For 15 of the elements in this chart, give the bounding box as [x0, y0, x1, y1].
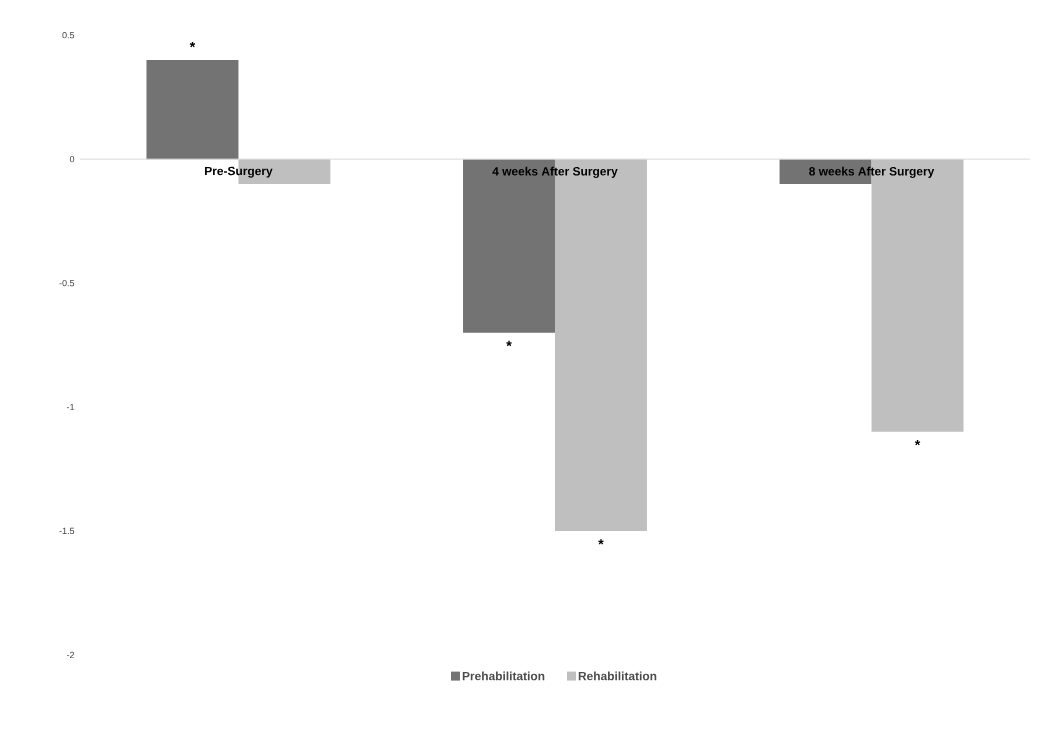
data-label: * [598, 539, 604, 545]
y-tick-label: 0 [69, 155, 75, 163]
data-label: * [189, 41, 196, 48]
y-tick-label: -1 [66, 403, 75, 411]
x-tick-label: 4 weeks After Surgery [492, 166, 618, 178]
legend-label: Rehabilitation [578, 671, 657, 681]
x-tick-label: Pre-Surgery [205, 166, 273, 178]
legend-label: Prehabilitation [462, 671, 545, 681]
data-label: * [506, 340, 512, 347]
y-tick-label: -0.5 [59, 279, 75, 287]
y-tick-label: -1.5 [59, 527, 75, 535]
data-label: * [914, 439, 921, 446]
y-tick-label: -2 [66, 651, 75, 659]
x-tick-label: 8 weeks After Surgery [809, 166, 935, 178]
y-tick-label: 0.5 [62, 31, 75, 39]
